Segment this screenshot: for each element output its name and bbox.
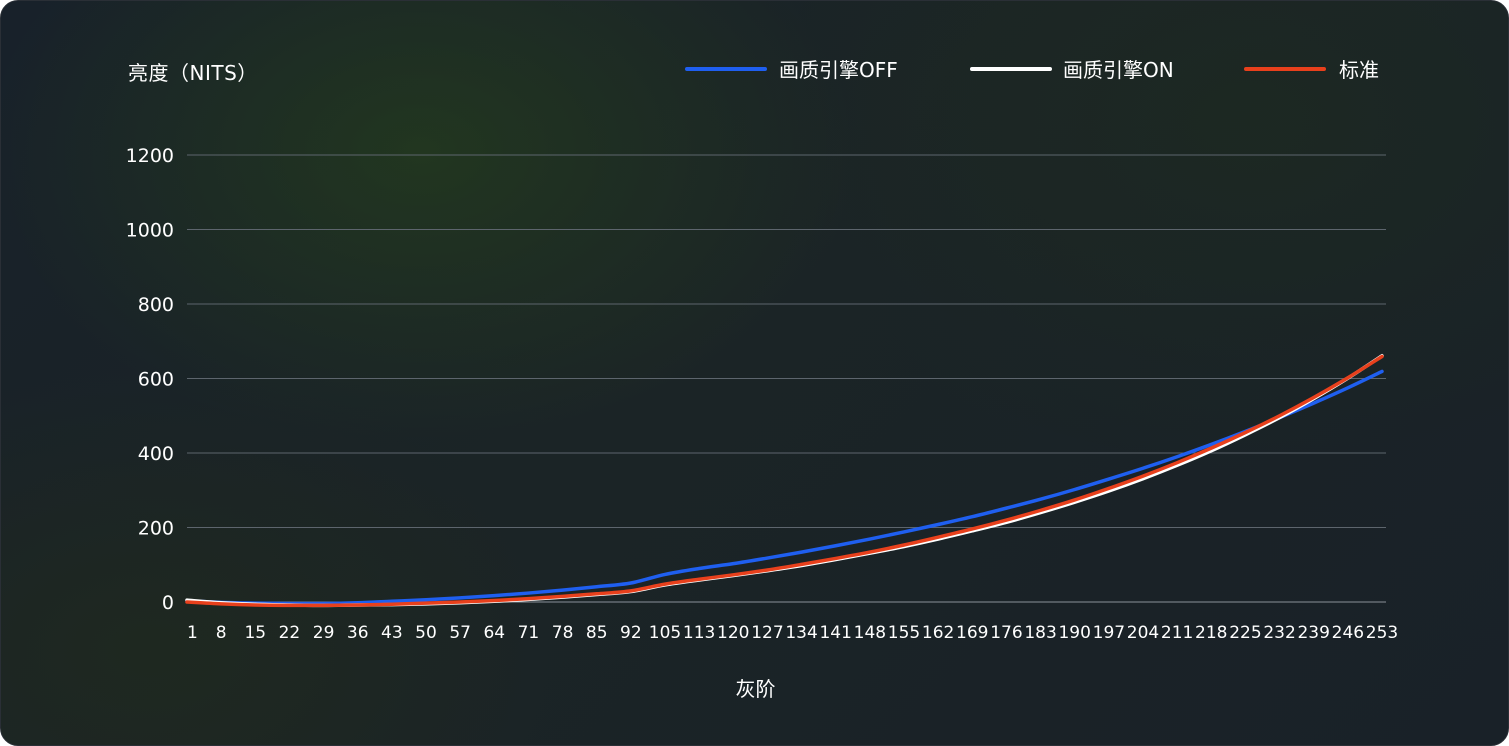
series-lines	[185, 354, 1384, 608]
series-line-0	[185, 369, 1384, 606]
x-tick-label: 225	[1229, 623, 1261, 643]
legend-label: 标准	[1339, 58, 1379, 82]
x-tick-label: 113	[683, 623, 715, 643]
x-tick-label: 169	[956, 623, 988, 643]
y-tick-label: 800	[138, 294, 174, 316]
x-tick-label: 120	[717, 623, 749, 643]
x-tick-label: 1	[187, 623, 198, 643]
x-tick-label: 176	[990, 623, 1022, 643]
x-tick-label: 85	[586, 623, 608, 643]
x-tick-label: 148	[854, 623, 886, 643]
x-axis-label: 灰阶	[1, 673, 1508, 702]
legend-label: 画质引擎OFF	[779, 58, 898, 82]
x-tick-label: 253	[1366, 623, 1398, 643]
legend: 画质引擎OFF 画质引擎ON 标准	[685, 58, 1379, 82]
y-tick-label: 400	[138, 443, 174, 465]
legend-label: 画质引擎ON	[1063, 58, 1174, 82]
x-tick-label: 105	[649, 623, 681, 643]
x-tick-label: 232	[1263, 623, 1295, 643]
x-tick-label: 211	[1161, 623, 1193, 643]
x-tick-label: 50	[415, 623, 437, 643]
y-tick-label: 200	[138, 518, 174, 540]
x-tick-label: 141	[819, 623, 851, 643]
y-tick-label: 0	[162, 592, 174, 614]
x-tick-label: 15	[244, 623, 266, 643]
x-tick-label: 64	[483, 623, 505, 643]
legend-item: 标准	[1244, 58, 1379, 82]
x-tick-label: 29	[313, 623, 335, 643]
y-tick-label: 1000	[126, 220, 174, 242]
y-tick-label: 600	[138, 369, 174, 391]
x-tick-label: 183	[1024, 623, 1056, 643]
x-tick-label: 134	[785, 623, 817, 643]
x-tick-label: 22	[279, 623, 301, 643]
x-tick-label: 162	[922, 623, 954, 643]
x-tick-label: 57	[449, 623, 471, 643]
x-tick-label: 246	[1332, 623, 1364, 643]
y-tick-labels: 0 200 400 600 800 1000 1200	[126, 145, 174, 614]
x-tick-label: 155	[888, 623, 920, 643]
x-tick-label: 71	[518, 623, 540, 643]
grid-lines	[187, 154, 1386, 603]
x-tick-label: 36	[347, 623, 369, 643]
x-axis-label-text: 灰阶	[735, 677, 776, 701]
legend-item: 画质引擎ON	[970, 58, 1174, 82]
x-tick-label: 190	[1058, 623, 1090, 643]
x-tick-labels: 1 8 15 22 29 36 43 50 57 64 71 78 85 92 105 113 120 127 13…	[187, 623, 1398, 643]
legend-item: 画质引擎OFF	[685, 58, 898, 82]
x-tick-label: 43	[381, 623, 403, 643]
x-tick-label: 218	[1195, 623, 1227, 643]
x-tick-label: 204	[1127, 623, 1159, 643]
y-tick-label: 1200	[126, 145, 174, 167]
x-tick-label: 197	[1093, 623, 1125, 643]
y-axis-label: 亮度（NITS）	[128, 61, 258, 85]
x-tick-label: 239	[1297, 623, 1329, 643]
x-tick-label: 8	[216, 623, 227, 643]
x-tick-label: 92	[620, 623, 642, 643]
series-line-2	[185, 354, 1384, 608]
x-tick-label: 78	[552, 623, 574, 643]
x-tick-label: 127	[751, 623, 783, 643]
